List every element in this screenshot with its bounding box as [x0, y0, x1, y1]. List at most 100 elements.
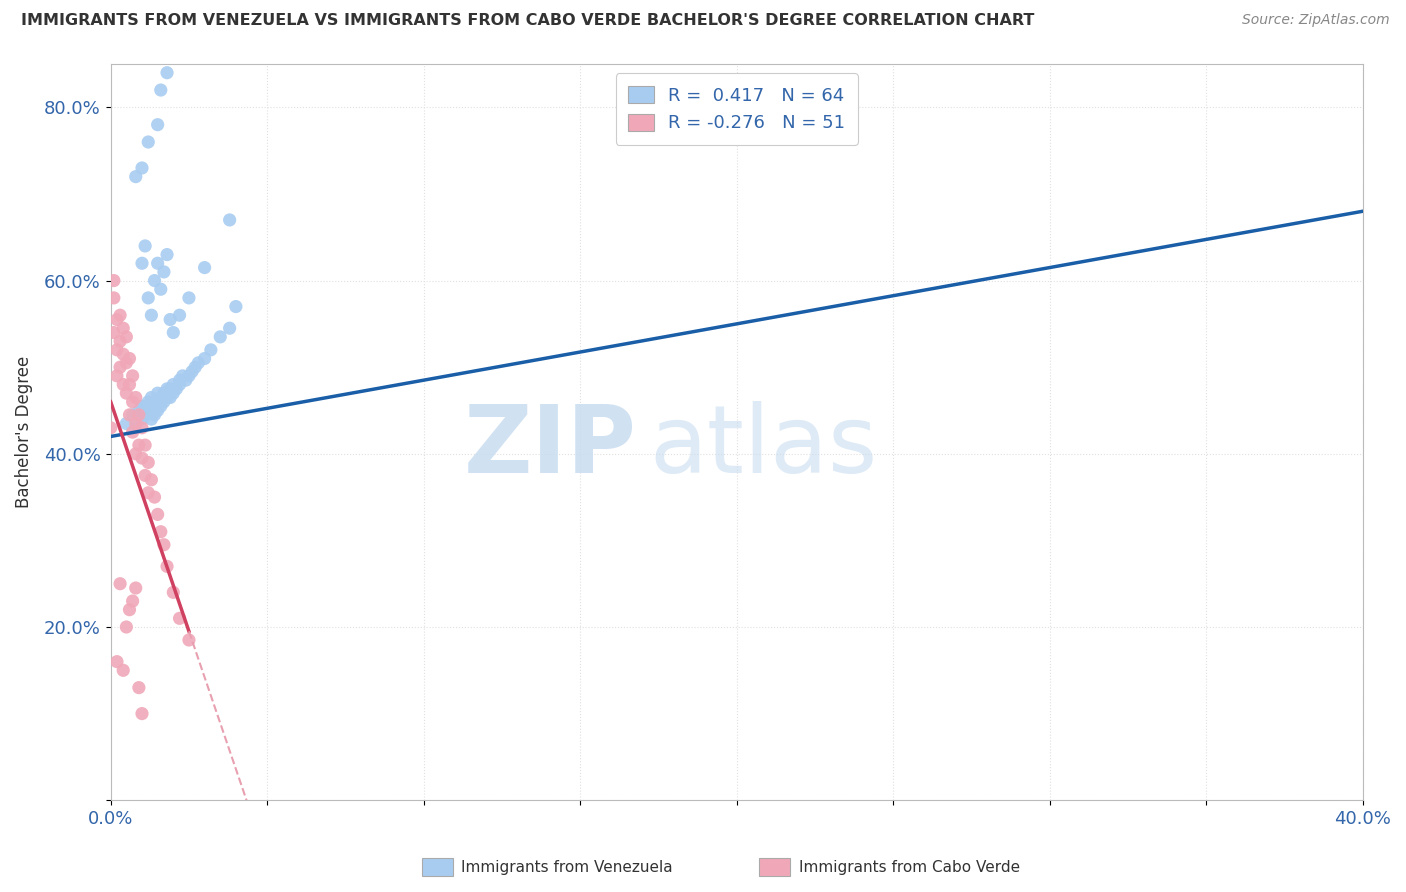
Point [131, 399, 153, 413]
Point [131, 161, 153, 175]
Point [153, 386, 176, 401]
Point [218, 321, 240, 335]
Point [149, 282, 172, 296]
Point [128, 408, 150, 422]
Point [108, 360, 131, 375]
Point [134, 468, 156, 483]
Point [143, 490, 166, 504]
Point [156, 66, 179, 80]
Point [136, 291, 159, 305]
Point [172, 368, 194, 383]
Point [153, 538, 176, 552]
Point [141, 399, 163, 413]
Point [162, 326, 184, 340]
Point [149, 83, 172, 97]
Point [156, 391, 179, 405]
Y-axis label: Bachelor's Degree: Bachelor's Degree [15, 356, 32, 508]
Point [112, 377, 135, 392]
Point [125, 169, 148, 184]
Point [136, 403, 159, 417]
Point [159, 312, 181, 326]
Point [194, 260, 217, 275]
Point [103, 291, 125, 305]
Point [103, 274, 125, 288]
Point [134, 399, 156, 413]
Point [187, 356, 209, 370]
Point [125, 447, 148, 461]
Text: Immigrants from Cabo Verde: Immigrants from Cabo Verde [799, 860, 1019, 874]
Point [115, 417, 138, 431]
Point [125, 421, 148, 435]
Point [209, 330, 232, 344]
Point [121, 408, 143, 422]
Point [125, 581, 148, 595]
Point [159, 382, 181, 396]
Point [118, 351, 141, 366]
Point [121, 594, 143, 608]
Point [121, 368, 143, 383]
Point [177, 632, 200, 647]
Point [225, 300, 247, 314]
Text: IMMIGRANTS FROM VENEZUELA VS IMMIGRANTS FROM CABO VERDE BACHELOR'S DEGREE CORREL: IMMIGRANTS FROM VENEZUELA VS IMMIGRANTS … [21, 13, 1035, 29]
Point [149, 391, 172, 405]
Point [200, 343, 222, 357]
Point [141, 391, 163, 405]
Point [118, 603, 141, 617]
Point [118, 377, 141, 392]
Point [131, 421, 153, 435]
Point [125, 417, 148, 431]
Point [169, 611, 191, 625]
Point [134, 408, 156, 422]
Point [184, 360, 207, 375]
Point [149, 399, 172, 413]
Point [128, 438, 150, 452]
Point [143, 408, 166, 422]
Point [146, 118, 169, 132]
Point [112, 321, 135, 335]
Point [143, 394, 166, 409]
Point [128, 403, 150, 417]
Point [156, 559, 179, 574]
Point [146, 508, 169, 522]
Point [121, 425, 143, 439]
Point [169, 39, 191, 54]
Point [134, 438, 156, 452]
Point [162, 386, 184, 401]
Point [115, 356, 138, 370]
Point [194, 351, 217, 366]
Point [153, 394, 176, 409]
Text: Source: ZipAtlas.com: Source: ZipAtlas.com [1241, 13, 1389, 28]
Point [121, 394, 143, 409]
Point [146, 386, 169, 401]
Text: ZIP: ZIP [464, 401, 637, 493]
Point [118, 408, 141, 422]
Point [108, 576, 131, 591]
Point [156, 247, 179, 261]
Point [115, 386, 138, 401]
Point [112, 347, 135, 361]
Point [143, 274, 166, 288]
Point [162, 585, 184, 599]
Point [136, 455, 159, 469]
Point [156, 382, 179, 396]
Point [108, 334, 131, 349]
Point [177, 291, 200, 305]
Point [136, 485, 159, 500]
Point [218, 213, 240, 227]
Text: Immigrants from Venezuela: Immigrants from Venezuela [461, 860, 673, 874]
Point [131, 412, 153, 426]
Point [141, 308, 163, 322]
Legend: R =  0.417   N = 64, R = -0.276   N = 51: R = 0.417 N = 64, R = -0.276 N = 51 [616, 73, 858, 145]
Point [149, 524, 172, 539]
Point [146, 394, 169, 409]
Point [136, 394, 159, 409]
Point [131, 451, 153, 466]
Point [177, 368, 200, 383]
Point [103, 326, 125, 340]
Point [169, 308, 191, 322]
Point [134, 239, 156, 253]
Point [125, 391, 148, 405]
Point [100, 421, 122, 435]
Point [105, 655, 128, 669]
Point [105, 343, 128, 357]
